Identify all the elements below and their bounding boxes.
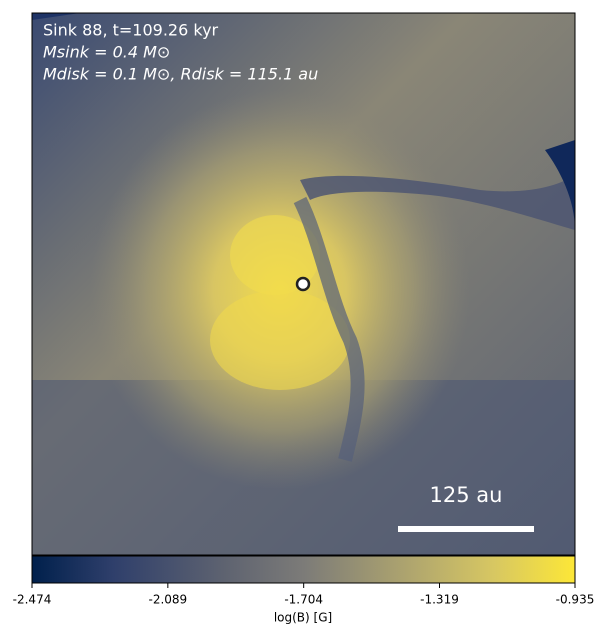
colorbar-tick-label: -1.704 xyxy=(284,593,323,607)
scale-bar xyxy=(398,526,534,532)
colorbar-tick-label: -1.319 xyxy=(420,593,459,607)
colorbar-tick-label: -2.089 xyxy=(148,593,187,607)
annotation: Msink = 0.4 M⊙ xyxy=(43,43,170,62)
colorbar-tick-label: -2.474 xyxy=(13,593,52,607)
annotation: Mdisk = 0.1 M⊙, Rdisk = 115.1 au xyxy=(43,65,318,84)
colorbar xyxy=(31,555,576,584)
frame xyxy=(31,12,576,556)
colorbar-label: log(B) [G] xyxy=(274,611,332,625)
scale-bar-label: 125 au xyxy=(430,483,503,507)
field-map xyxy=(32,13,575,555)
annotation: Sink 88, t=109.26 kyr xyxy=(43,21,219,40)
colorbar-tick-label: -0.935 xyxy=(556,593,595,607)
